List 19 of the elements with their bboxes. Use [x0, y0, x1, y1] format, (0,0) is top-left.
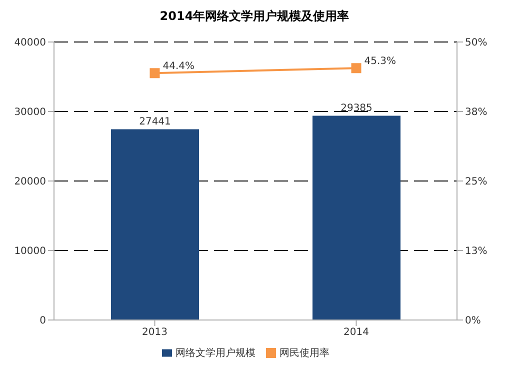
- x-tick-label: 2013: [142, 327, 168, 338]
- y-tick-label: 40000: [14, 38, 46, 49]
- x-tick-label: 2014: [344, 327, 369, 338]
- data-label: 27441: [139, 116, 171, 128]
- chart-title: 2014年网络文学用户规模及使用率: [158, 8, 350, 25]
- y-tick-label: 30000: [14, 107, 46, 118]
- legend-label: 网络文学用户规模: [176, 348, 256, 359]
- y-tick-label: 20000: [14, 176, 46, 188]
- y-tick-label: 10000: [14, 246, 46, 258]
- y-tick-label: 0: [40, 316, 46, 327]
- y2-tick-label: 50%: [465, 38, 488, 49]
- y2-tick-label: 25%: [465, 176, 488, 188]
- y2-tick-label: 38%: [465, 107, 488, 118]
- y2-tick-label: 13%: [465, 246, 488, 258]
- y2-tick-label: 0%: [465, 316, 481, 327]
- data-label: 45.3%: [364, 56, 396, 68]
- data-label: 44.4%: [162, 61, 195, 72]
- legend-label: 网民使用率: [280, 348, 330, 359]
- data-label: 29385: [340, 102, 372, 114]
